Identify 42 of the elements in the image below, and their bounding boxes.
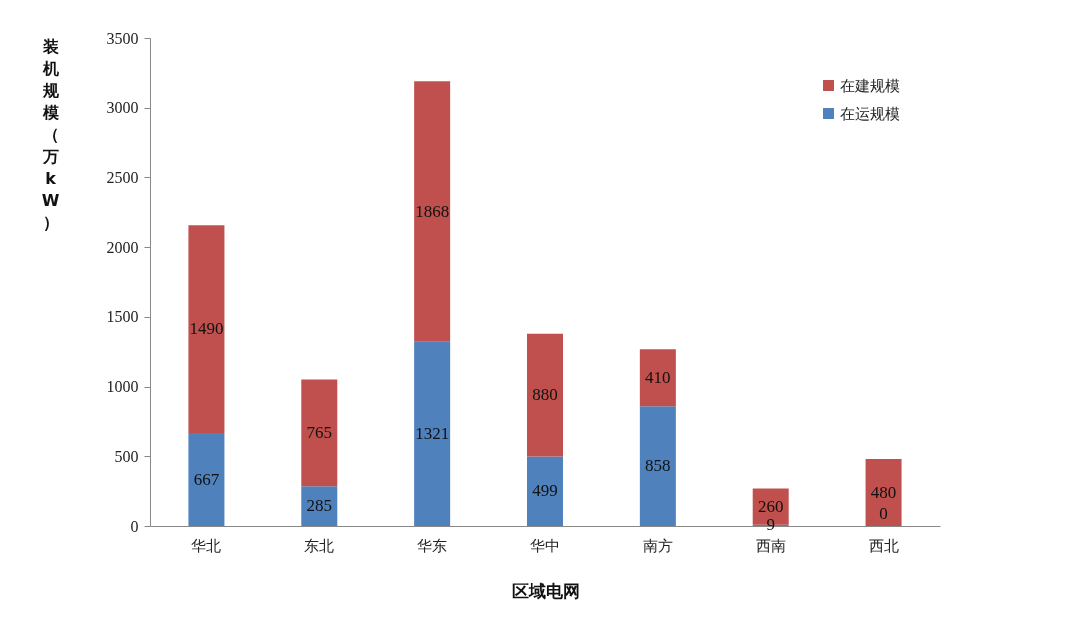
data-label: 858: [645, 456, 671, 476]
y-tick-label: 1000: [106, 378, 139, 396]
x-tick-label: 西北: [868, 536, 899, 555]
bar: [865, 459, 902, 526]
bar: [301, 379, 338, 487]
x-axis-title: 区域电网: [511, 580, 580, 601]
x-tick-label: 东北: [304, 536, 335, 555]
text: 装机规模（万kW）: [41, 36, 60, 232]
x-tick-label: 华中: [530, 536, 560, 555]
bar: [639, 406, 676, 526]
y-tick-label: 2500: [106, 168, 139, 186]
data-label: 480: [870, 482, 897, 502]
bar: [414, 341, 451, 526]
data-label: 1490: [189, 319, 224, 339]
data-label: 285: [306, 496, 333, 516]
data-label: 880: [532, 385, 558, 405]
bar: [527, 333, 563, 457]
data-label: 1868: [415, 201, 450, 221]
bar: [188, 433, 225, 526]
x-tick-label: 华东: [417, 536, 448, 555]
bar: [527, 456, 563, 526]
bar: [414, 81, 451, 342]
x-tick-label: 华北: [191, 536, 222, 555]
bar: [188, 225, 225, 433]
y-tick-label: 0: [130, 517, 139, 535]
data-label: 667: [193, 469, 220, 489]
data-label: 410: [645, 367, 671, 387]
data-label: 260: [757, 496, 784, 516]
y-tick-label: 3500: [106, 29, 139, 47]
y-tick-label: 500: [114, 447, 139, 465]
legend-label: 在建规模: [840, 76, 900, 95]
bar: [639, 349, 676, 407]
data-label: 1321: [415, 423, 450, 443]
data-label: 765: [306, 422, 333, 442]
x-tick-label: 西南: [755, 536, 786, 555]
legend-label: 在运规模: [840, 104, 900, 123]
data-label: 0: [879, 504, 888, 523]
y-tick-label: 2000: [106, 238, 139, 256]
y-tick-label: 3000: [106, 99, 139, 117]
data-label: 499: [532, 481, 558, 501]
y-tick-label: 1500: [106, 308, 139, 326]
x-tick-label: 南方: [642, 536, 673, 555]
